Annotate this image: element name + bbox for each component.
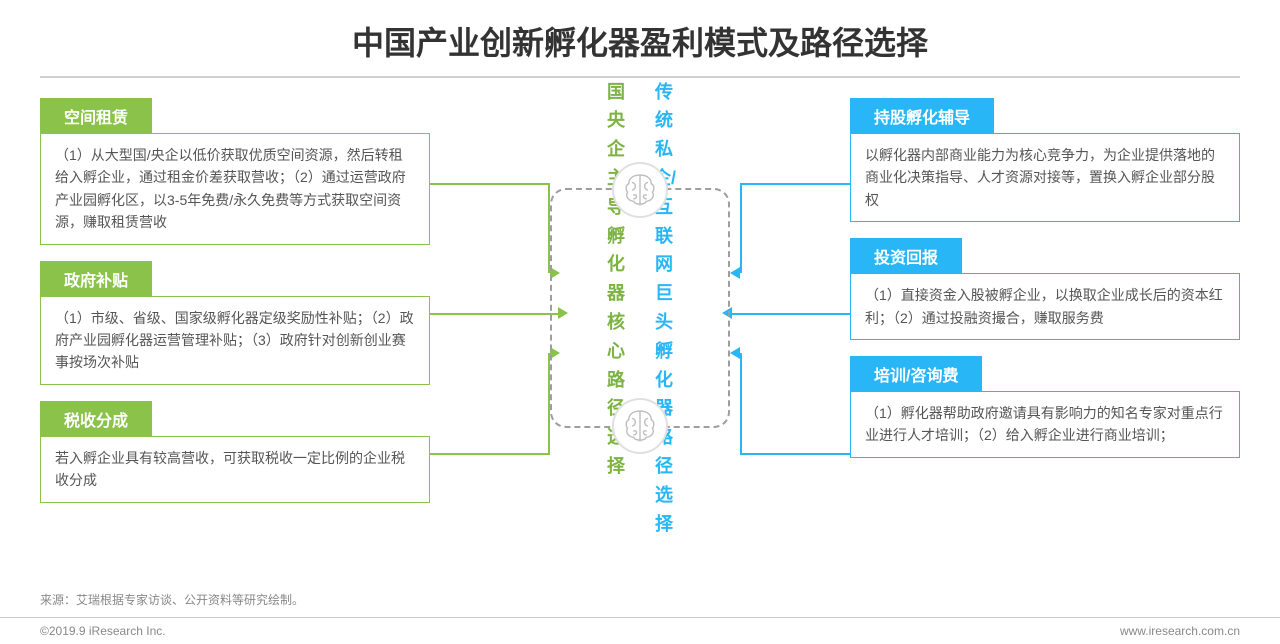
center-label-left: 国央企主导孵化器核心路径选择 (605, 78, 627, 539)
center-area: 国央企主导孵化器核心路径选择 传统私企/互联网巨头孵化器路径选择 (520, 138, 760, 478)
footer-url: www.iresearch.com.cn (1120, 624, 1240, 638)
left-card-2-body: 若入孵企业具有较高营收，可获取税收一定比例的企业税收分成 (40, 436, 430, 503)
center-box: 国央企主导孵化器核心路径选择 传统私企/互联网巨头孵化器路径选择 (550, 188, 730, 428)
right-card-0: 持股孵化辅导 以孵化器内部商业能力为核心竞争力，为企业提供落地的商业化决策指导、… (850, 98, 1240, 222)
left-card-1-header: 政府补贴 (40, 261, 152, 297)
brain-icon-top (612, 162, 668, 218)
footer: ©2019.9 iResearch Inc. www.iresearch.com… (0, 617, 1280, 644)
brain-icon-bottom (612, 398, 668, 454)
brain-icon (620, 406, 660, 446)
left-card-2-header: 税收分成 (40, 401, 152, 437)
right-card-1-header: 投资回报 (850, 238, 962, 274)
brain-icon (620, 170, 660, 210)
main-title: 中国产业创新孵化器盈利模式及路径选择 (40, 0, 1240, 78)
right-column: 持股孵化辅导 以孵化器内部商业能力为核心竞争力，为企业提供落地的商业化决策指导、… (850, 98, 1240, 474)
left-card-1-body: （1）市级、省级、国家级孵化器定级奖励性补贴；（2）政府产业园孵化器运营管理补贴… (40, 296, 430, 385)
right-card-2-body: （1）孵化器帮助政府邀请具有影响力的知名专家对重点行业进行人才培训；（2）给入孵… (850, 391, 1240, 458)
center-label-right: 传统私企/互联网巨头孵化器路径选择 (653, 78, 675, 539)
right-card-2-header: 培训/咨询费 (850, 356, 982, 392)
right-card-0-header: 持股孵化辅导 (850, 98, 994, 134)
left-card-0: 空间租赁 （1）从大型国/央企以低价获取优质空间资源，然后转租给入孵企业，通过租… (40, 98, 430, 245)
footer-copyright: ©2019.9 iResearch Inc. (40, 624, 166, 638)
right-card-1: 投资回报 （1）直接资金入股被孵企业，以换取企业成长后的资本红利；（2）通过投融… (850, 238, 1240, 340)
right-card-2: 培训/咨询费 （1）孵化器帮助政府邀请具有影响力的知名专家对重点行业进行人才培训… (850, 356, 1240, 458)
left-card-1: 政府补贴 （1）市级、省级、国家级孵化器定级奖励性补贴；（2）政府产业园孵化器运… (40, 261, 430, 385)
left-card-2: 税收分成 若入孵企业具有较高营收，可获取税收一定比例的企业税收分成 (40, 401, 430, 503)
right-card-1-body: （1）直接资金入股被孵企业，以换取企业成长后的资本红利；（2）通过投融资撮合，赚… (850, 273, 1240, 340)
source-note: 来源：艾瑞根据专家访谈、公开资料等研究绘制。 (40, 591, 304, 608)
left-card-0-body: （1）从大型国/央企以低价获取优质空间资源，然后转租给入孵企业，通过租金价差获取… (40, 133, 430, 245)
right-card-0-body: 以孵化器内部商业能力为核心竞争力，为企业提供落地的商业化决策指导、人才资源对接等… (850, 133, 1240, 222)
left-card-0-header: 空间租赁 (40, 98, 152, 134)
diagram-area: 空间租赁 （1）从大型国/央企以低价获取优质空间资源，然后转租给入孵企业，通过租… (40, 78, 1240, 598)
left-column: 空间租赁 （1）从大型国/央企以低价获取优质空间资源，然后转租给入孵企业，通过租… (40, 98, 430, 519)
